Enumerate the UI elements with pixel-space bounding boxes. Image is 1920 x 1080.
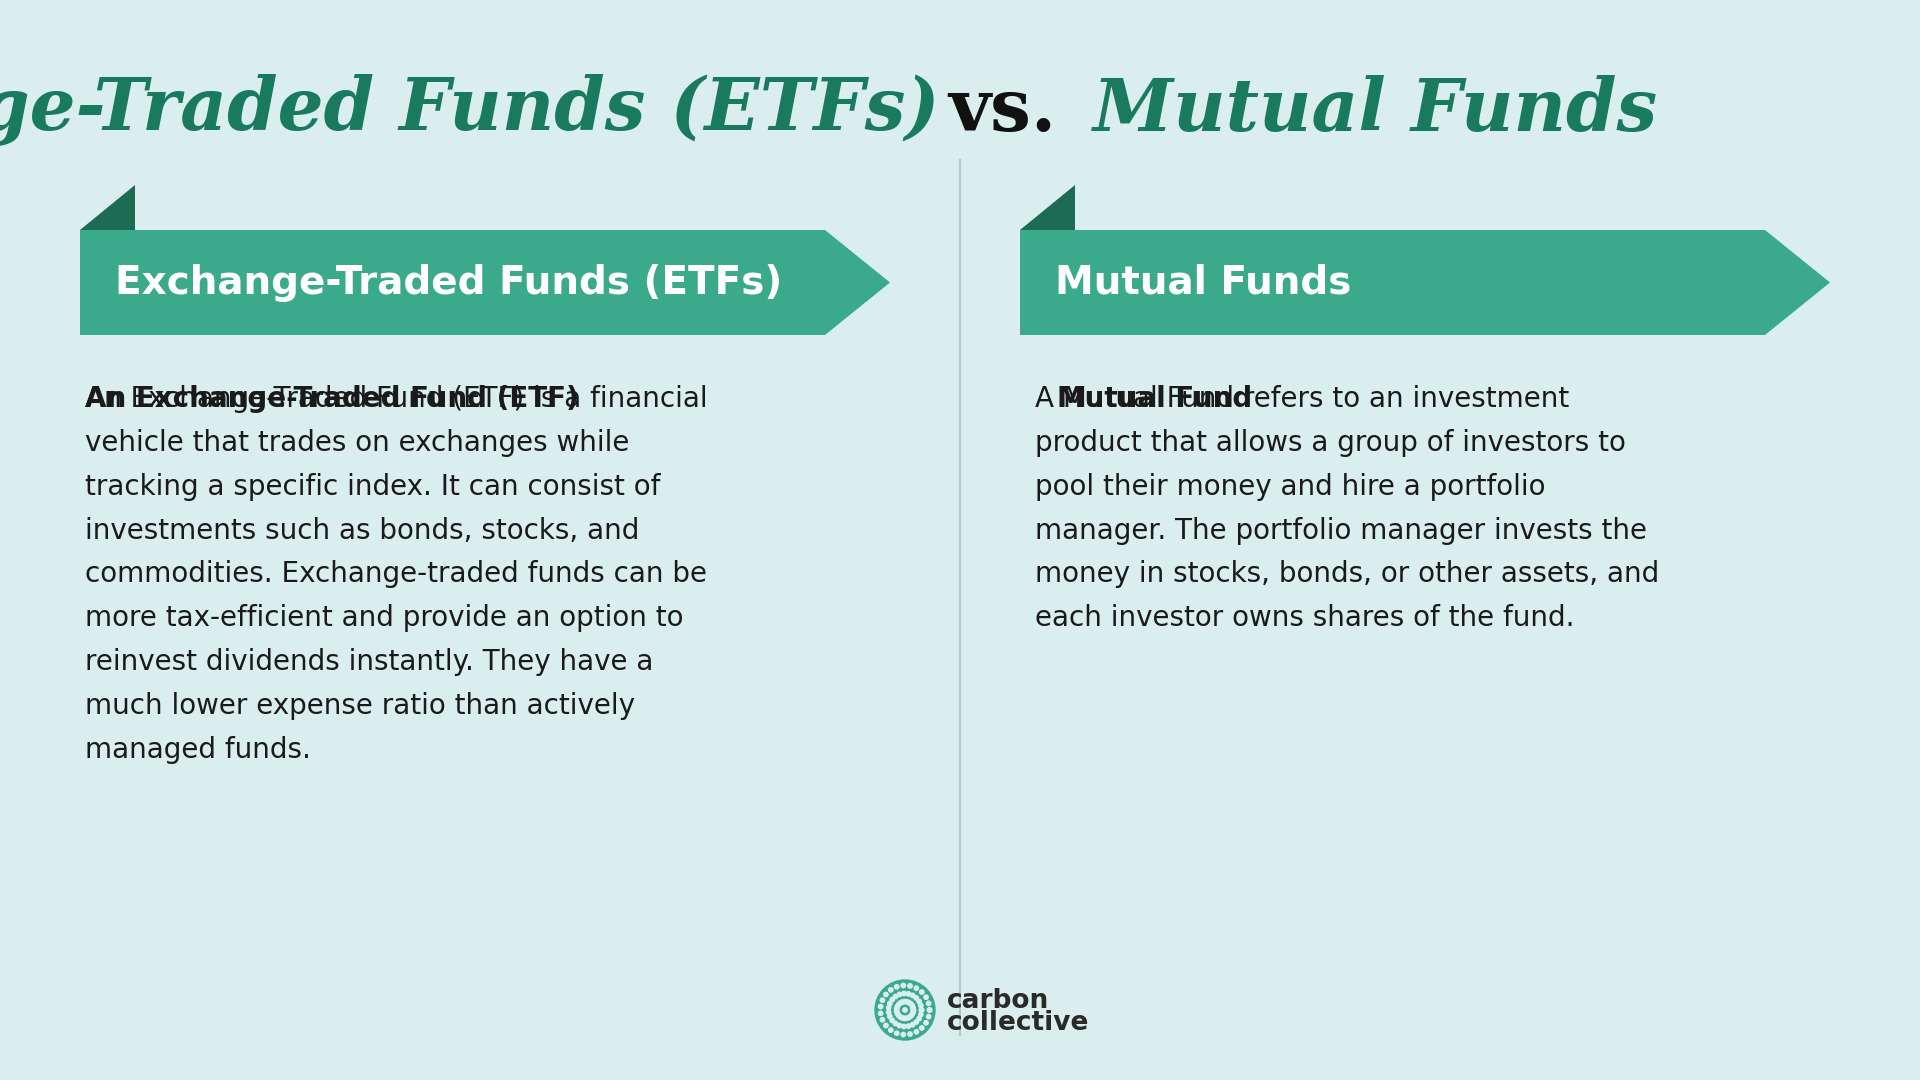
Text: An Exchange-Traded Fund (ETF): An Exchange-Traded Fund (ETF) <box>84 384 578 413</box>
Circle shape <box>887 1014 893 1018</box>
Circle shape <box>900 1032 906 1037</box>
Circle shape <box>891 998 895 1002</box>
Circle shape <box>918 1003 924 1008</box>
Polygon shape <box>81 185 134 230</box>
Circle shape <box>906 1015 912 1020</box>
Circle shape <box>887 1005 891 1010</box>
Circle shape <box>920 1008 924 1012</box>
Circle shape <box>879 998 885 1002</box>
Text: Mutual Fund: Mutual Fund <box>1058 384 1252 413</box>
Polygon shape <box>1020 230 1830 335</box>
Circle shape <box>895 1004 899 1009</box>
Text: Exchange-Traded Funds (ETFs): Exchange-Traded Funds (ETFs) <box>115 264 781 301</box>
Text: Mutual Funds: Mutual Funds <box>1054 264 1352 301</box>
Circle shape <box>900 983 906 987</box>
Circle shape <box>927 1008 931 1012</box>
Circle shape <box>889 1028 893 1032</box>
Circle shape <box>906 1024 910 1028</box>
Text: vs.: vs. <box>948 75 1056 146</box>
Circle shape <box>895 1031 899 1036</box>
Circle shape <box>889 988 893 993</box>
Circle shape <box>887 1010 891 1014</box>
Circle shape <box>899 1015 902 1020</box>
Circle shape <box>879 1017 885 1022</box>
Text: A ​Mutual Fund​ refers to an investment
product that allows a group of investors: A ​Mutual Fund​ refers to an investment … <box>1035 384 1659 632</box>
Circle shape <box>914 1020 918 1024</box>
Polygon shape <box>1020 185 1075 230</box>
Circle shape <box>920 1026 924 1030</box>
Circle shape <box>908 1014 912 1018</box>
Circle shape <box>902 1008 908 1012</box>
Text: An Exchange-Traded Fund (ETF) is a financial
vehicle that trades on exchanges wh: An Exchange-Traded Fund (ETF) is a finan… <box>84 384 708 764</box>
Circle shape <box>927 1008 931 1012</box>
Circle shape <box>927 1001 931 1005</box>
Circle shape <box>902 1016 906 1021</box>
Circle shape <box>912 1008 916 1012</box>
Circle shape <box>914 986 918 990</box>
Circle shape <box>910 1010 916 1014</box>
Text: Mutual Funds: Mutual Funds <box>1068 75 1657 146</box>
Circle shape <box>914 1029 918 1034</box>
Circle shape <box>895 1011 899 1015</box>
Circle shape <box>902 991 906 996</box>
Text: collective: collective <box>947 1010 1089 1036</box>
Circle shape <box>891 1018 895 1023</box>
Circle shape <box>910 1023 914 1027</box>
Circle shape <box>887 1001 893 1005</box>
Circle shape <box>914 996 918 1000</box>
Circle shape <box>906 1000 912 1004</box>
Circle shape <box>924 1021 927 1025</box>
Circle shape <box>879 1004 883 1009</box>
Circle shape <box>910 1012 914 1016</box>
Circle shape <box>918 1016 922 1021</box>
Circle shape <box>900 1000 904 1004</box>
Circle shape <box>876 980 935 1040</box>
Text: Exchange-Traded Funds (ETFs): Exchange-Traded Funds (ETFs) <box>0 75 941 146</box>
Circle shape <box>904 1016 908 1021</box>
Circle shape <box>912 1008 916 1012</box>
Circle shape <box>883 1024 889 1028</box>
Circle shape <box>883 993 889 997</box>
Circle shape <box>902 999 906 1003</box>
Circle shape <box>897 1002 900 1007</box>
Circle shape <box>879 1011 883 1015</box>
Circle shape <box>927 1014 931 1018</box>
Circle shape <box>893 995 899 999</box>
Circle shape <box>900 1015 904 1021</box>
Circle shape <box>918 999 922 1003</box>
Circle shape <box>910 994 914 998</box>
Circle shape <box>904 1000 908 1004</box>
Polygon shape <box>81 230 891 335</box>
Circle shape <box>918 1012 924 1016</box>
Circle shape <box>920 990 924 995</box>
Circle shape <box>895 1007 899 1011</box>
Circle shape <box>908 1031 912 1037</box>
Circle shape <box>897 1024 902 1028</box>
FancyBboxPatch shape <box>31 25 1889 1055</box>
Text: carbon: carbon <box>947 988 1048 1014</box>
Circle shape <box>924 995 927 999</box>
Circle shape <box>897 1013 900 1017</box>
Circle shape <box>902 1024 906 1028</box>
Circle shape <box>893 1022 899 1026</box>
Circle shape <box>895 1009 899 1013</box>
Circle shape <box>908 984 912 988</box>
Circle shape <box>895 985 899 989</box>
Circle shape <box>908 1001 912 1007</box>
FancyBboxPatch shape <box>31 25 1889 1055</box>
Circle shape <box>910 1003 914 1008</box>
Circle shape <box>920 1008 924 1012</box>
Circle shape <box>906 991 910 996</box>
Circle shape <box>899 1001 902 1005</box>
Circle shape <box>897 993 902 997</box>
Circle shape <box>910 1005 916 1010</box>
